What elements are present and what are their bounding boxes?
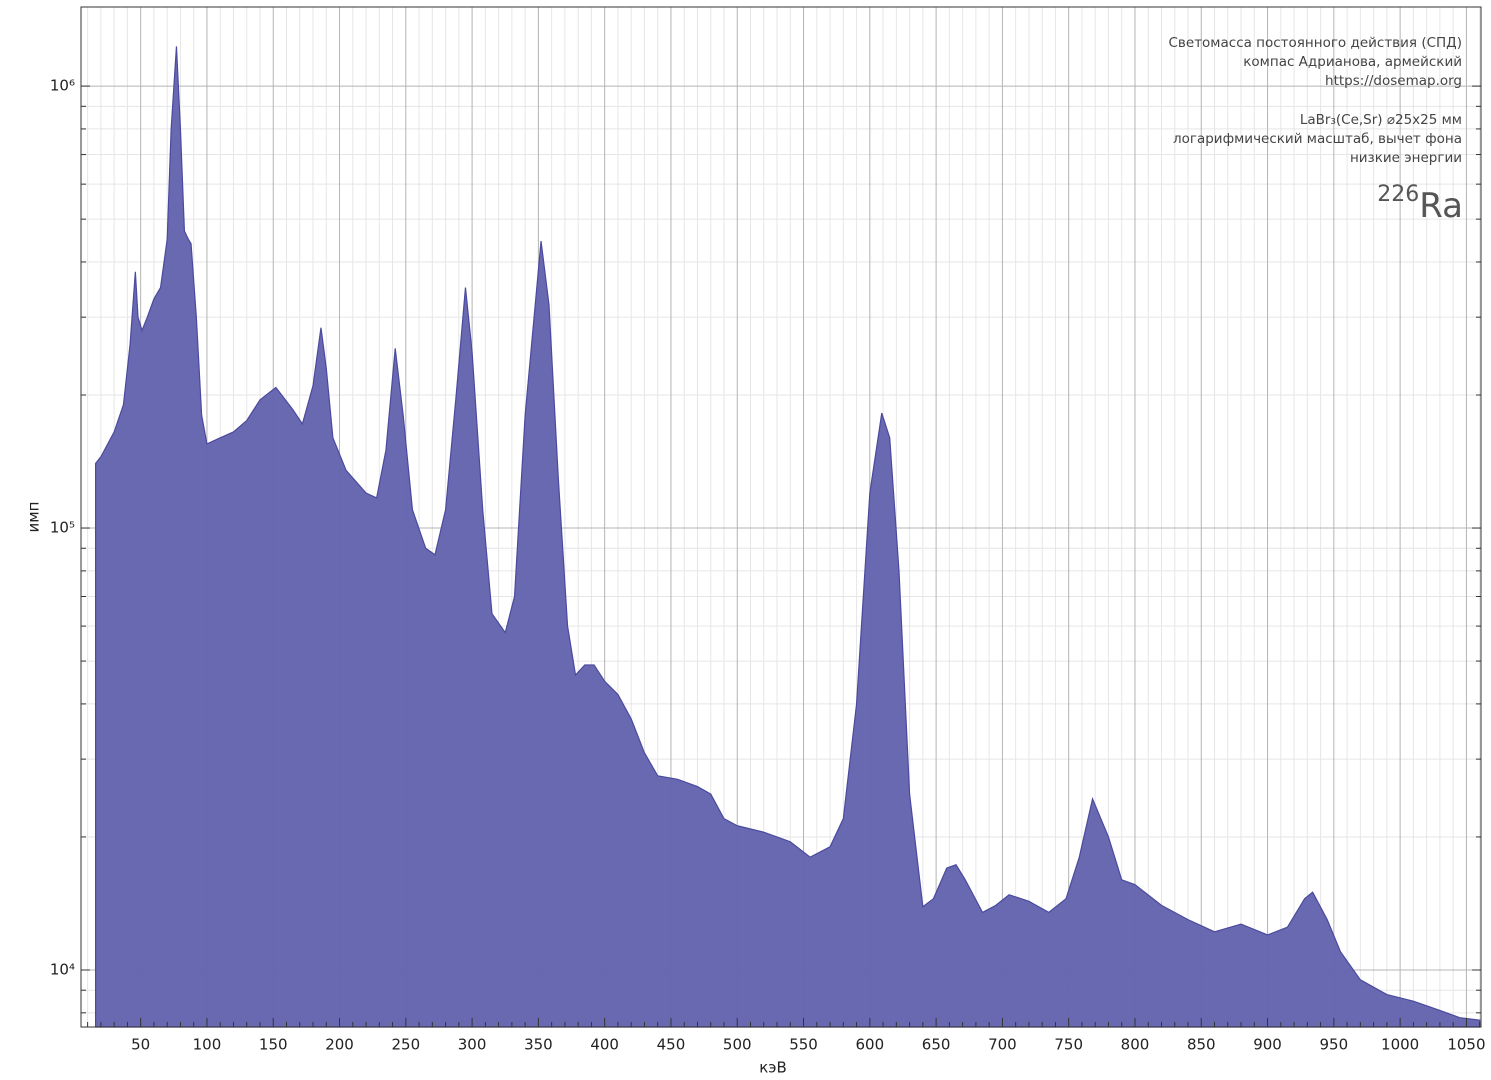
annotation: логарифмический масштаб, вычет фона xyxy=(1173,131,1462,147)
x-tick-label: 250 xyxy=(391,1036,420,1054)
nuclide-symbol: Ra xyxy=(1419,186,1463,226)
annotation: https://dosemap.org xyxy=(1325,73,1462,89)
x-tick-label: 800 xyxy=(1121,1036,1150,1054)
x-tick-label: 1000 xyxy=(1381,1036,1419,1054)
x-tick-label: 550 xyxy=(789,1036,818,1054)
annotation: LaBr₃(Ce,Sr) ⌀25x25 мм xyxy=(1300,112,1462,128)
plot-frame xyxy=(80,6,1482,1028)
annotation: Светомасса постоянного действия (СПД) xyxy=(1169,35,1463,51)
x-tick-label: 900 xyxy=(1253,1036,1282,1054)
x-tick-label: 100 xyxy=(193,1036,222,1054)
y-axis-label: имп xyxy=(25,502,43,533)
x-tick-label: 400 xyxy=(590,1036,619,1054)
x-tick-label: 450 xyxy=(657,1036,686,1054)
annotation: низкие энергии xyxy=(1350,150,1462,166)
x-tick-label: 650 xyxy=(922,1036,951,1054)
x-axis-label: кэВ xyxy=(759,1059,787,1077)
spectrum-area xyxy=(94,46,1481,1028)
nuclide: 226Ra xyxy=(1377,182,1463,226)
x-tick-label: 350 xyxy=(524,1036,553,1054)
annotation: компас Адрианова, армейский xyxy=(1243,54,1462,70)
x-tick-label: 850 xyxy=(1187,1036,1216,1054)
plot: 50 100 150 200 250 300 350 400 450 500 550 600 650 70… xyxy=(50,6,1486,1054)
y-tick-label: 10⁶ xyxy=(50,77,75,95)
x-tick-label: 200 xyxy=(325,1036,354,1054)
y-tick-label: 10⁴ xyxy=(50,960,75,978)
y-tick-label: 10⁵ xyxy=(50,519,75,537)
x-tick-label: 700 xyxy=(988,1036,1017,1054)
nuclide-mass: 226 xyxy=(1377,182,1419,207)
x-tick-label: 600 xyxy=(856,1036,885,1054)
x-tick-label: 750 xyxy=(1054,1036,1083,1054)
x-tick-label: 50 xyxy=(131,1036,150,1054)
x-tick-label: 950 xyxy=(1320,1036,1349,1054)
x-tick-label: 150 xyxy=(259,1036,288,1054)
x-tick-label: 500 xyxy=(723,1036,752,1054)
x-tick-label: 300 xyxy=(458,1036,487,1054)
x-tick-label: 1050 xyxy=(1447,1036,1485,1054)
